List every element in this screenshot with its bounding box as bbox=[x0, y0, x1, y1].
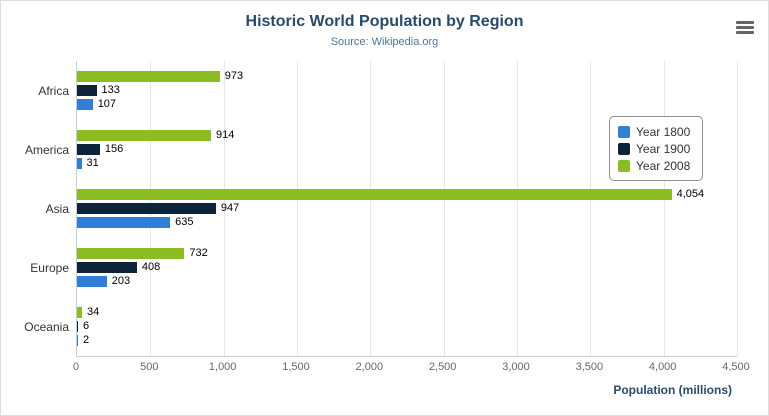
gridline bbox=[737, 61, 738, 356]
bar-oceania-year-2008[interactable] bbox=[77, 307, 82, 318]
legend-swatch bbox=[618, 142, 630, 155]
legend-item-year-1900[interactable]: Year 1900 bbox=[618, 140, 690, 157]
legend-label: Year 1900 bbox=[636, 141, 691, 156]
bar-value-label: 156 bbox=[104, 143, 124, 155]
gridline bbox=[223, 61, 225, 356]
bar-oceania-year-1900[interactable] bbox=[77, 321, 78, 332]
bar-value-label: 34 bbox=[86, 306, 100, 318]
bar-value-label: 31 bbox=[86, 157, 99, 169]
gridline bbox=[517, 61, 518, 356]
x-tick-label: 1,000 bbox=[208, 361, 237, 373]
plot-area: 973 133 107 914 156 31 4,054 947 635 732 408 203 34 6… bbox=[76, 61, 738, 357]
gridline bbox=[443, 61, 445, 356]
bar-america-year-1900[interactable] bbox=[77, 144, 100, 155]
x-tick-label: 2,000 bbox=[355, 361, 384, 373]
bar-asia-year-2008[interactable] bbox=[77, 189, 672, 200]
bar-oceania-year-1800[interactable] bbox=[77, 335, 78, 346]
hamburger-bar bbox=[736, 26, 754, 29]
bar-value-label: 4,054 bbox=[676, 188, 705, 200]
category-label-oceania: Oceania bbox=[24, 319, 69, 334]
x-tick-label: 4,500 bbox=[722, 361, 750, 373]
legend-item-year-1800[interactable]: Year 1800 bbox=[618, 123, 690, 140]
bar-europe-year-2008[interactable] bbox=[77, 248, 185, 259]
bar-value-label: 732 bbox=[189, 247, 208, 259]
x-tick-label: 3,000 bbox=[502, 361, 530, 373]
category-label-africa: Africa bbox=[38, 83, 69, 98]
bar-africa-year-1800[interactable] bbox=[77, 99, 93, 110]
bar-value-label: 408 bbox=[141, 261, 161, 273]
bar-value-label: 914 bbox=[216, 129, 235, 141]
gridline bbox=[370, 61, 372, 356]
bar-europe-year-1900[interactable] bbox=[77, 262, 137, 273]
bar-africa-year-2008[interactable] bbox=[77, 71, 220, 82]
x-tick-label: 500 bbox=[140, 361, 159, 373]
bar-value-label: 133 bbox=[101, 84, 120, 96]
x-tick-label: 3,500 bbox=[575, 361, 604, 373]
category-label-asia: Asia bbox=[45, 201, 69, 216]
bar-value-label: 2 bbox=[83, 334, 90, 346]
hamburger-bar bbox=[736, 21, 754, 24]
bar-america-year-1800[interactable] bbox=[77, 158, 82, 169]
chart-title: Historic World Population by Region bbox=[245, 13, 524, 30]
legend-item-year-2008[interactable]: Year 2008 bbox=[618, 157, 690, 174]
legend-swatch bbox=[618, 159, 630, 172]
x-axis-title: Population (millions) bbox=[613, 383, 732, 397]
bar-europe-year-1800[interactable] bbox=[77, 276, 107, 287]
chart-subtitle: Source: Wikipedia.org bbox=[330, 36, 439, 48]
bar-africa-year-1900[interactable] bbox=[77, 85, 97, 96]
legend-swatch bbox=[618, 125, 630, 138]
bar-value-label: 973 bbox=[224, 70, 244, 82]
bar-asia-year-1800[interactable] bbox=[77, 217, 171, 228]
gridline bbox=[590, 61, 592, 356]
gridline bbox=[663, 61, 665, 356]
bar-value-label: 203 bbox=[111, 275, 131, 287]
bar-value-label: 6 bbox=[83, 320, 90, 332]
bar-asia-year-1900[interactable] bbox=[77, 203, 216, 214]
legend-label: Year 2008 bbox=[636, 158, 691, 173]
bar-america-year-2008[interactable] bbox=[77, 130, 212, 141]
x-tick-label: 1,500 bbox=[282, 361, 310, 373]
bar-value-label: 635 bbox=[175, 216, 194, 228]
bar-value-label: 107 bbox=[97, 98, 117, 110]
x-tick-label: 4,000 bbox=[648, 361, 677, 373]
x-tick-label: 2,500 bbox=[428, 361, 457, 373]
hamburger-menu-icon[interactable] bbox=[736, 21, 754, 34]
bar-value-label: 947 bbox=[220, 202, 240, 214]
category-label-america: America bbox=[24, 142, 69, 157]
hamburger-bar bbox=[736, 31, 754, 34]
x-tick-label: 0 bbox=[72, 361, 80, 373]
legend-label: Year 1800 bbox=[636, 124, 691, 139]
legend: Year 1800 Year 1900 Year 2008 bbox=[609, 116, 704, 181]
gridline bbox=[297, 61, 298, 356]
category-label-europe: Europe bbox=[30, 260, 69, 275]
